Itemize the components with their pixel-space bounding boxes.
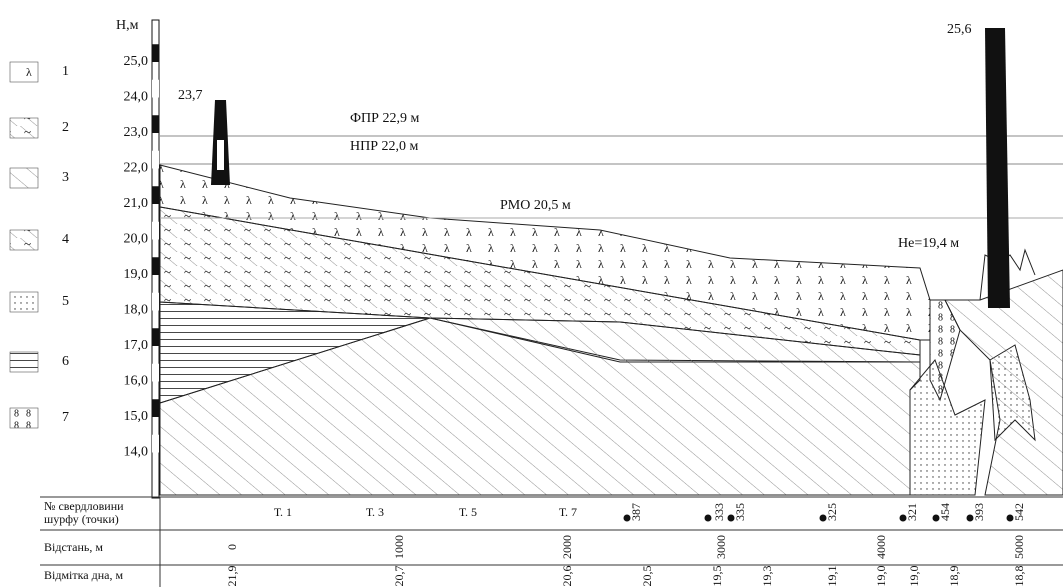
rotated-value: 325 (825, 503, 839, 521)
axis-segment (152, 399, 159, 417)
axis-tick-label: 17,0 (124, 338, 149, 353)
legend-swatch (9, 61, 39, 83)
well-marker (819, 514, 827, 522)
bank (979, 248, 1036, 301)
rotated-value: 333 (712, 503, 726, 521)
axis-segment (152, 115, 159, 133)
well-marker (704, 514, 712, 522)
annotation: Не=19,4 м (898, 236, 959, 251)
annotation: ФПР 22,9 м (350, 111, 419, 126)
well-marker (727, 514, 735, 522)
rotated-value: 393 (972, 503, 986, 521)
legend-number: 7 (62, 410, 69, 425)
point-label: Т. 3 (366, 505, 384, 519)
axis-segment (152, 363, 159, 382)
rotated-value: 1000 (392, 535, 406, 559)
legend-number: 6 (62, 354, 69, 369)
rotated-value: 2000 (560, 535, 574, 559)
table-grid (40, 496, 1063, 587)
rotated-value: 21,9 (225, 566, 239, 587)
legend-swatch (9, 229, 39, 251)
left-well-gap (217, 140, 224, 170)
axis-tick-label: 19,0 (124, 267, 149, 282)
legend-swatch (9, 167, 39, 189)
annotation: 23,7 (178, 88, 203, 103)
rotated-value: 5000 (1012, 535, 1026, 559)
layer-1 (159, 164, 931, 341)
point-label: Т. 5 (459, 505, 477, 519)
rotated-value: 335 (733, 503, 747, 521)
legend-swatch (9, 351, 39, 373)
rotated-value: 0 (225, 544, 239, 550)
layer-3c (944, 269, 1063, 496)
axis-segment (152, 150, 159, 169)
well-marker (1006, 514, 1014, 522)
axis-segment (152, 221, 159, 240)
axis-segment (152, 434, 159, 453)
axis-segment (152, 257, 159, 275)
annotation: 25,6 (947, 22, 972, 37)
right-well (985, 28, 1010, 308)
axis-tick-label: 21,0 (124, 196, 149, 211)
legend-swatch (9, 291, 39, 313)
rotated-value: 542 (1012, 503, 1026, 521)
axis-tick-label: 14,0 (124, 445, 149, 460)
row-label: шурфу (точки) (44, 512, 119, 526)
rotated-value: 20,5 (640, 566, 654, 587)
row-label: № свердловини (44, 499, 124, 513)
axis-label: Н,м (116, 18, 139, 33)
axis-segment (152, 79, 159, 98)
axis-tick-label: 23,0 (124, 125, 149, 140)
rotated-value: 4000 (874, 535, 888, 559)
axis-segment (152, 292, 159, 311)
rotated-value: 19,1 (825, 566, 839, 587)
rotated-value: 18,8 (1012, 566, 1026, 587)
well-marker (623, 514, 631, 522)
rotated-value: 19,3 (760, 566, 774, 587)
axis-tick-label: 18,0 (124, 303, 149, 318)
axis-tick-label: 15,0 (124, 409, 149, 424)
row-label: Відстань, м (44, 540, 103, 554)
rotated-value: 454 (938, 503, 952, 521)
legend-swatch (9, 407, 39, 429)
axis-tick-label: 22,0 (124, 161, 149, 176)
axis-tick-label: 24,0 (124, 90, 149, 105)
axis-tick-label: 20,0 (124, 232, 149, 247)
well-marker (932, 514, 940, 522)
axis-tick-label: 16,0 (124, 374, 149, 389)
rotated-value: 387 (629, 503, 643, 521)
rotated-value: 19,0 (874, 566, 888, 587)
legend-number: 4 (62, 232, 69, 247)
well-marker (899, 514, 907, 522)
axis-segment (152, 186, 159, 204)
rotated-value: 20,6 (560, 566, 574, 587)
annotation: РМО 20,5 м (500, 198, 571, 213)
rotated-value: 3000 (714, 535, 728, 559)
rotated-value: 19,5 (710, 566, 724, 587)
legend-number: 5 (62, 294, 69, 309)
point-label: Т. 7 (559, 505, 577, 519)
axis-tick-label: 25,0 (124, 54, 149, 69)
rotated-value: 20,7 (392, 566, 406, 587)
rotated-value: 19,0 (907, 566, 921, 587)
well-marker (966, 514, 974, 522)
rotated-value: 321 (905, 503, 919, 521)
axis-segment (152, 328, 159, 346)
axis-segment (152, 44, 159, 62)
row-label: Відмітка дна, м (44, 568, 123, 582)
legend-swatch (9, 117, 39, 139)
legend-number: 3 (62, 170, 69, 185)
layer-5 (909, 359, 986, 496)
legend-number: 1 (62, 64, 69, 79)
annotation: НПР 22,0 м (350, 139, 419, 154)
point-label: Т. 1 (274, 505, 292, 519)
legend-number: 2 (62, 120, 69, 135)
rotated-value: 18,9 (947, 566, 961, 587)
